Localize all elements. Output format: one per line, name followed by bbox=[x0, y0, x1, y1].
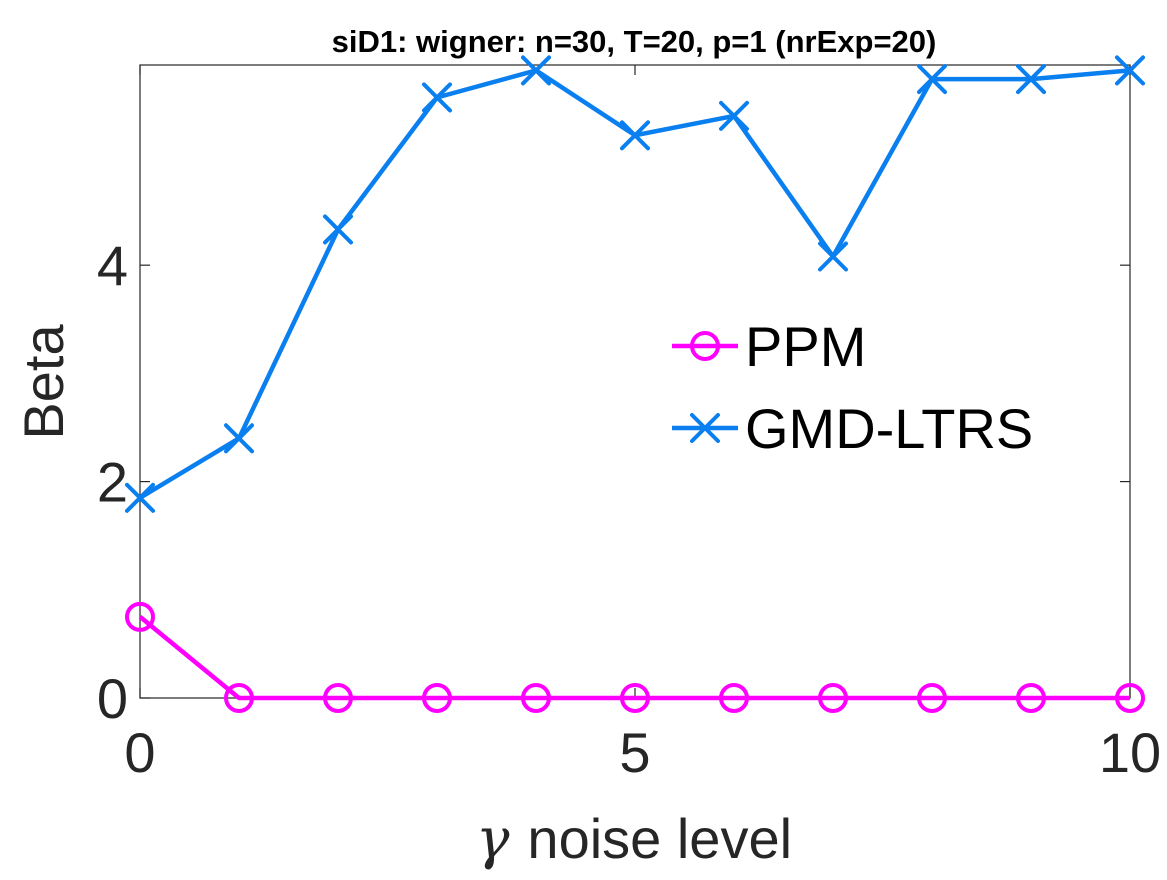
x-tick-label: 10 bbox=[1099, 721, 1161, 784]
data-point-ppm bbox=[224, 683, 254, 713]
y-tick-label: 0 bbox=[97, 667, 128, 730]
data-point-gmd-ltrs bbox=[719, 100, 749, 131]
legend-label-ppm: PPM bbox=[745, 315, 866, 378]
data-point-ppm bbox=[620, 683, 650, 713]
data-point-gmd-ltrs bbox=[917, 64, 947, 95]
x-axis-symbol: γ bbox=[476, 807, 510, 872]
y-tick-label: 2 bbox=[97, 451, 128, 514]
x-axis-label: γ noise level bbox=[476, 807, 792, 872]
legend: PPM GMD-LTRS bbox=[672, 315, 1033, 460]
y-tick-label: 4 bbox=[97, 234, 128, 297]
legend-marker-gmd-ltrs bbox=[690, 413, 720, 443]
legend-marker-ppm bbox=[690, 331, 720, 361]
data-point-gmd-ltrs bbox=[224, 423, 254, 454]
data-point-gmd-ltrs bbox=[521, 55, 551, 86]
data-point-ppm bbox=[917, 683, 947, 713]
series-markers bbox=[125, 55, 1145, 713]
data-point-ppm bbox=[323, 683, 353, 713]
x-tick-label: 5 bbox=[619, 721, 650, 784]
y-axis-label: Beta bbox=[12, 324, 75, 440]
data-point-ppm bbox=[422, 683, 452, 713]
chart-title: siD1: wigner: n=30, T=20, p=1 (nrExp=20) bbox=[332, 24, 937, 59]
legend-label-gmd-ltrs: GMD-LTRS bbox=[745, 397, 1033, 460]
data-point-ppm bbox=[818, 683, 848, 713]
data-point-gmd-ltrs bbox=[125, 482, 155, 513]
data-point-gmd-ltrs bbox=[818, 241, 848, 272]
x-axis-label-text: noise level bbox=[527, 807, 792, 870]
data-point-ppm bbox=[125, 601, 155, 632]
data-point-ppm bbox=[1115, 683, 1145, 713]
x-tick-label: 0 bbox=[124, 721, 155, 784]
data-point-ppm bbox=[521, 683, 551, 713]
data-point-gmd-ltrs bbox=[1016, 64, 1046, 95]
series-line-ppm bbox=[138, 615, 1130, 701]
data-point-gmd-ltrs bbox=[620, 120, 650, 151]
data-point-gmd-ltrs bbox=[1115, 55, 1145, 86]
ticks: 0 5 10 0 2 4 bbox=[97, 65, 1161, 784]
data-point-gmd-ltrs bbox=[323, 214, 353, 245]
data-point-ppm bbox=[719, 683, 749, 713]
data-point-ppm bbox=[1016, 683, 1046, 713]
data-point-gmd-ltrs bbox=[422, 82, 452, 113]
